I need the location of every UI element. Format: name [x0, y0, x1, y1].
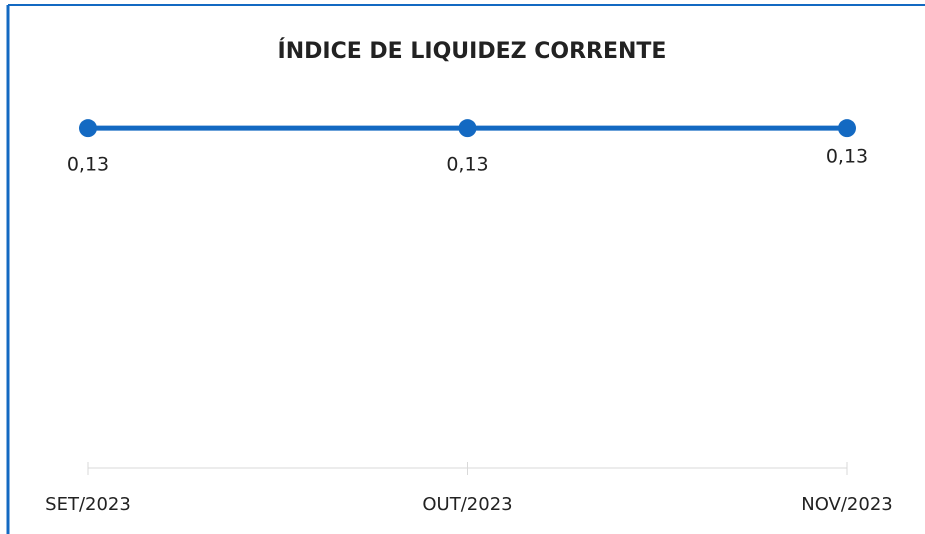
data-point: [79, 119, 97, 138]
data-point: [838, 119, 856, 138]
data-label: 0,13: [446, 154, 488, 176]
chart-title: ÍNDICE DE LIQUIDEZ CORRENTE: [278, 38, 667, 64]
data-label: 0,13: [826, 146, 868, 168]
x-tick-label: NOV/2023: [801, 494, 893, 515]
data-point: [458, 119, 477, 138]
data-label: 0,13: [67, 154, 109, 176]
x-tick-label: OUT/2023: [422, 494, 512, 515]
x-tick-label: SET/2023: [45, 494, 131, 515]
